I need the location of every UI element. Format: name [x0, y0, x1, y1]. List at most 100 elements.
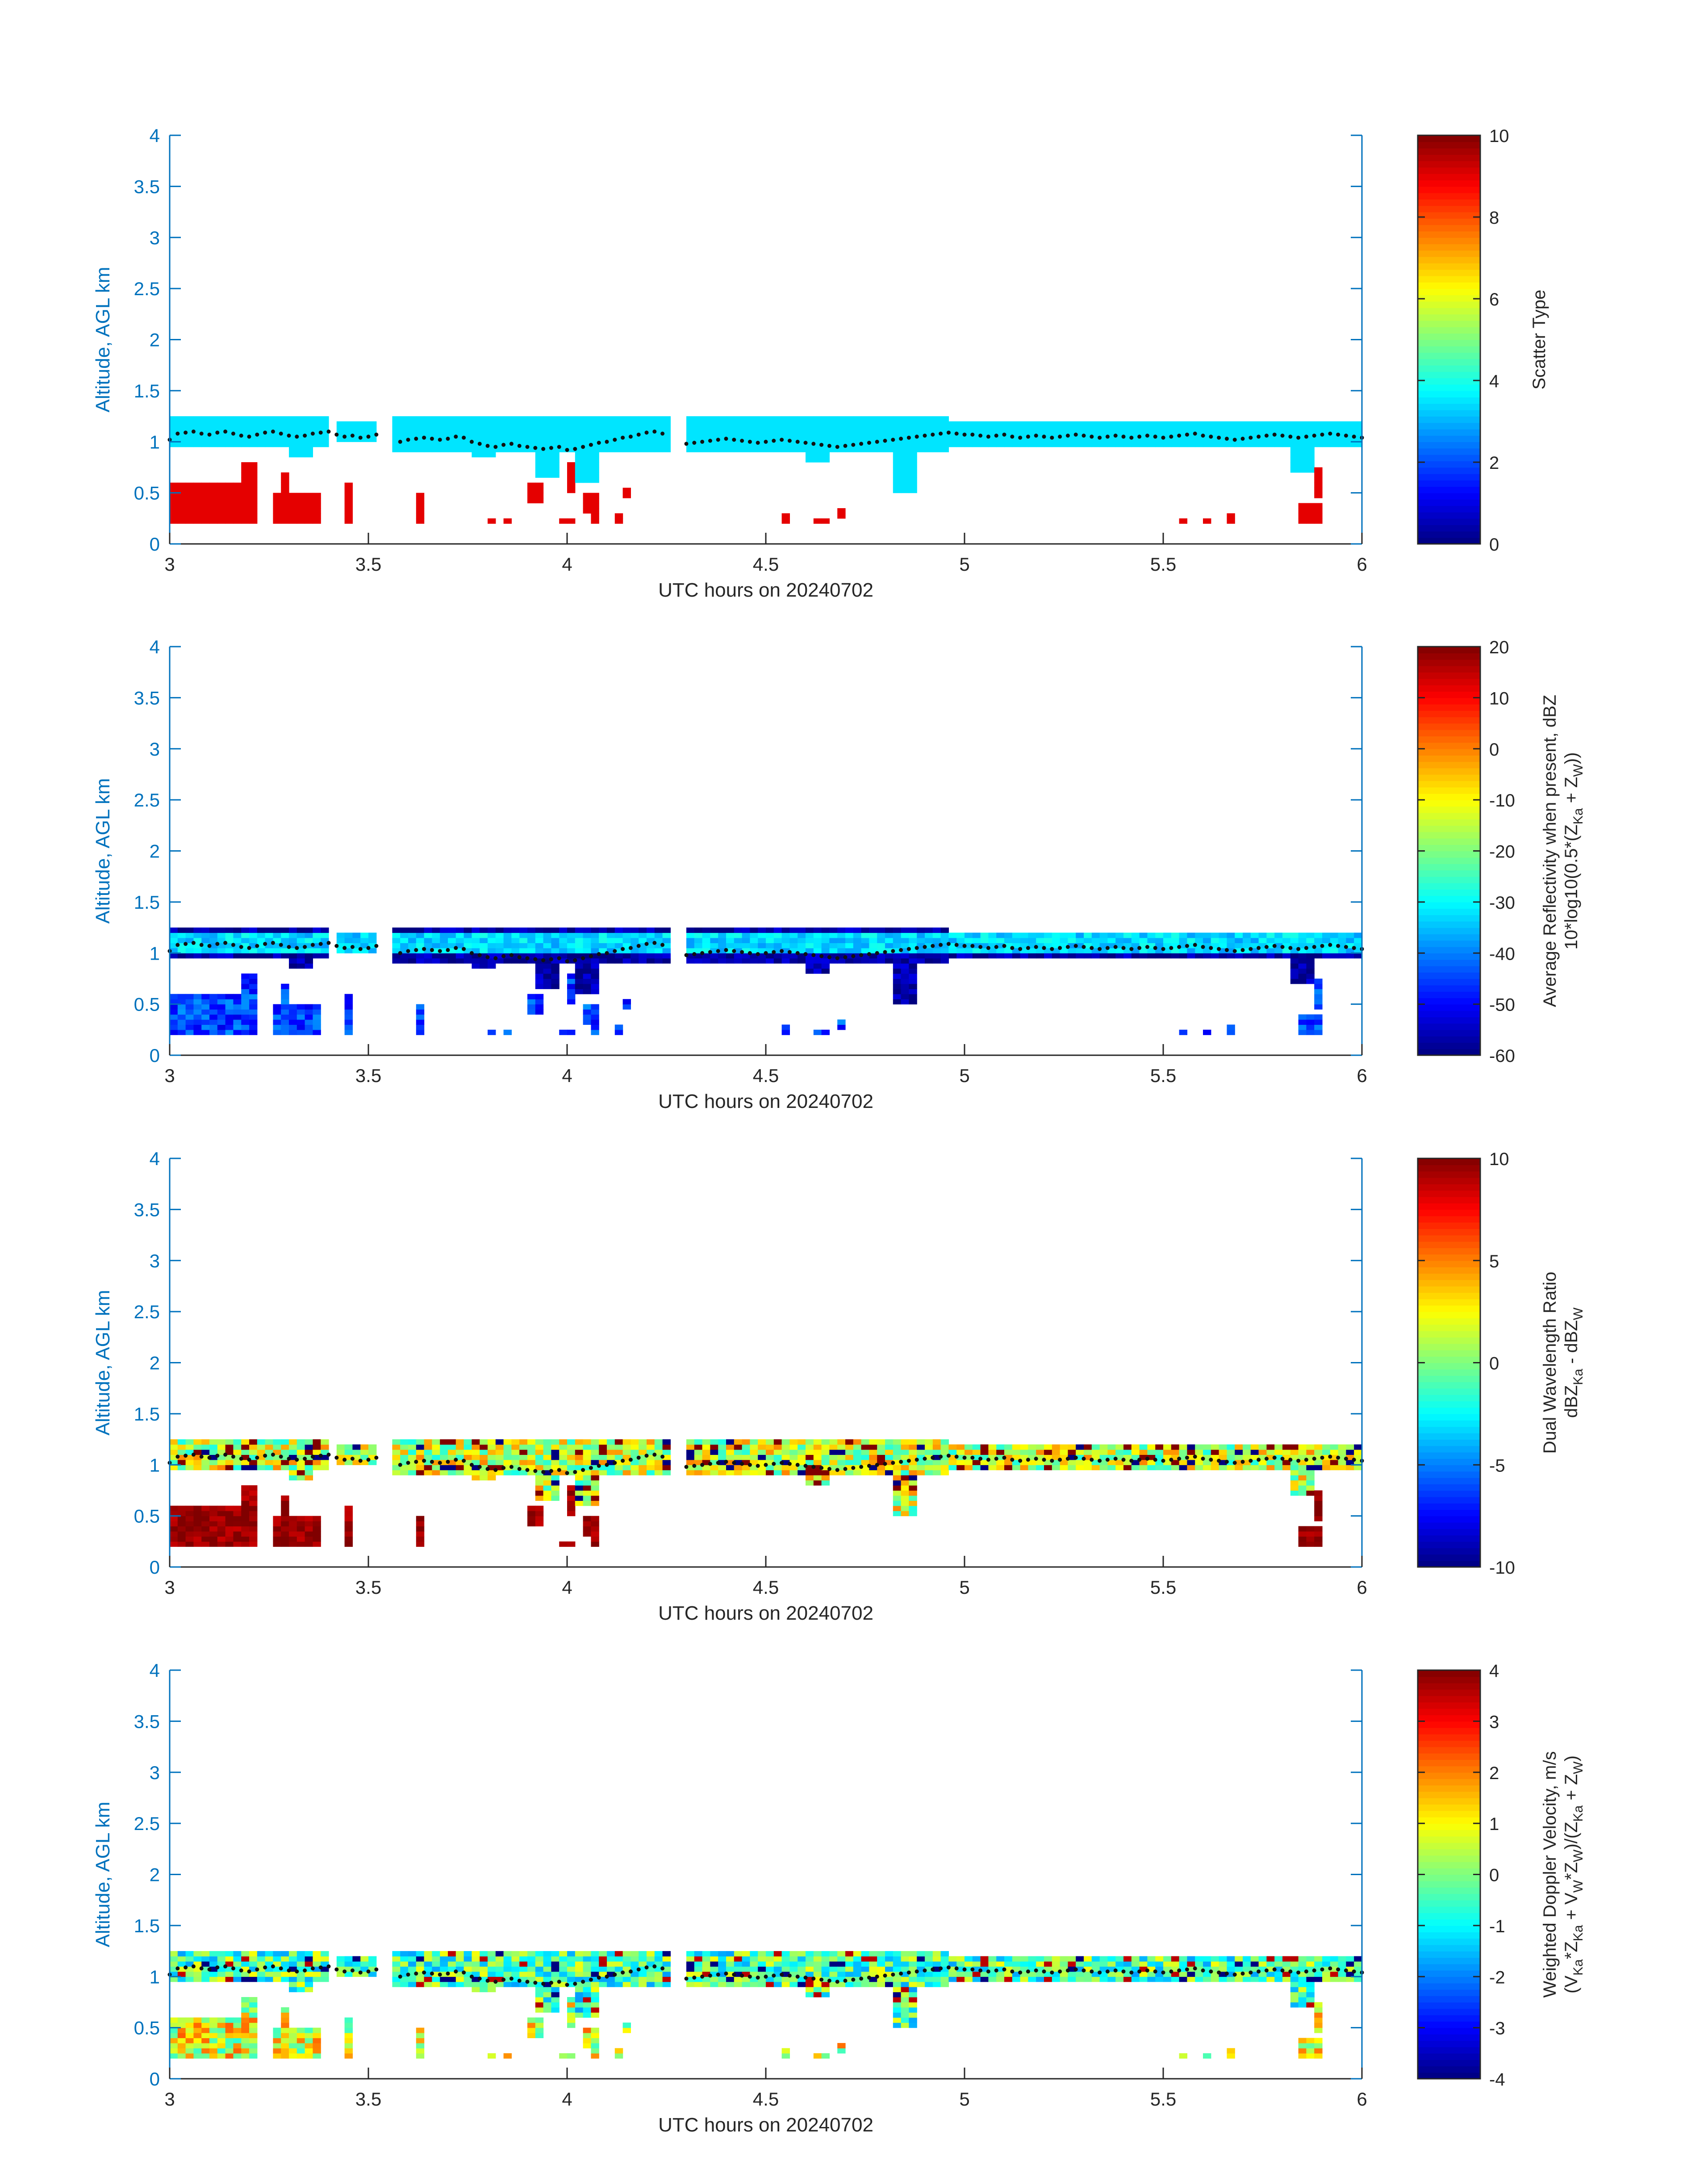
data-cell — [869, 948, 877, 953]
data-cell — [551, 447, 560, 452]
data-cell — [217, 2017, 226, 2023]
cloud-base-marker — [1113, 1457, 1118, 1461]
data-cell — [972, 953, 981, 959]
data-cell — [901, 426, 909, 432]
cloud-base-marker — [1050, 947, 1054, 951]
data-cell — [932, 948, 941, 953]
data-cell — [1179, 937, 1187, 943]
cloud-base-marker — [605, 439, 609, 444]
data-cell — [901, 978, 909, 984]
data-cell — [940, 958, 949, 964]
data-cell — [845, 426, 854, 432]
data-cell — [647, 943, 655, 949]
data-cell — [464, 431, 472, 437]
data-cell — [1314, 1516, 1323, 1521]
data-cell — [917, 1465, 925, 1471]
data-cell — [201, 2027, 210, 2033]
cloud-base-marker — [422, 1458, 426, 1463]
colorbar-band — [1418, 902, 1480, 909]
data-cell — [893, 421, 902, 427]
data-cell — [321, 1976, 329, 1982]
data-cell — [806, 457, 814, 463]
data-cell — [909, 1449, 917, 1455]
data-cell — [1052, 1465, 1061, 1471]
data-cell — [1004, 1444, 1013, 1450]
data-cell — [909, 1470, 917, 1475]
data-cell — [662, 1449, 671, 1455]
data-cell — [464, 416, 472, 422]
data-cell — [296, 1526, 305, 1532]
data-cell — [440, 1981, 448, 1987]
data-cell — [519, 1449, 528, 1455]
data-cell — [360, 932, 369, 938]
data-cell — [948, 1459, 957, 1465]
data-cell — [408, 1951, 417, 1957]
data-cell — [909, 999, 917, 1005]
data-cell — [980, 1444, 989, 1450]
data-cell — [472, 447, 480, 452]
data-cell — [177, 1004, 186, 1010]
data-cell — [567, 1541, 576, 1547]
data-cell — [575, 1981, 584, 1987]
cloud-base-marker — [1272, 1455, 1277, 1460]
data-cell — [662, 943, 671, 949]
data-cell — [1338, 948, 1346, 953]
data-cell — [392, 1981, 401, 1987]
data-cell — [416, 1014, 425, 1020]
data-cell — [1123, 953, 1132, 959]
data-cell — [829, 958, 838, 964]
data-cell — [575, 958, 584, 964]
colorbar-band — [1418, 1522, 1480, 1529]
data-cell — [591, 2038, 599, 2043]
data-cell — [296, 953, 305, 959]
data-cell — [1250, 431, 1259, 437]
cloud-base-marker — [509, 442, 514, 446]
data-cell — [289, 1029, 297, 1035]
data-cell — [956, 937, 965, 943]
data-cell — [217, 1014, 226, 1020]
data-cell — [551, 1966, 560, 1972]
data-cell — [702, 442, 710, 447]
data-cell — [1314, 513, 1323, 519]
data-cell — [932, 1439, 941, 1445]
data-cell — [1346, 436, 1354, 442]
data-cell — [408, 1465, 417, 1471]
data-cell — [217, 1454, 226, 1460]
data-cell — [988, 1449, 997, 1455]
data-cell — [472, 1444, 480, 1450]
data-cell — [392, 1951, 401, 1957]
data-cell — [901, 1495, 909, 1501]
data-cell — [567, 477, 576, 483]
cloud-base-marker — [621, 435, 625, 440]
data-cell — [249, 978, 258, 984]
data-cell — [313, 1521, 321, 1527]
colorbar-label-line: Dual Wavelength Ratio — [1540, 1272, 1560, 1454]
data-cell — [1004, 943, 1013, 949]
data-cell — [909, 436, 917, 442]
data-cell — [773, 447, 782, 452]
data-cell — [527, 493, 536, 498]
data-cell — [1139, 1444, 1148, 1450]
cloud-base-marker — [318, 942, 323, 946]
data-cell — [1330, 1449, 1339, 1455]
data-cell — [217, 493, 226, 498]
data-cell — [996, 948, 1005, 953]
data-cell — [591, 1956, 599, 1962]
data-cell — [1290, 1475, 1299, 1481]
cloud-base-marker — [986, 946, 990, 950]
data-cell — [1171, 1465, 1180, 1471]
data-cell — [940, 932, 949, 938]
data-cell — [893, 994, 902, 999]
colorbar-band — [1418, 774, 1480, 781]
data-cell — [965, 953, 973, 959]
data-cell — [1068, 431, 1076, 437]
cloud-base-marker — [1217, 1458, 1221, 1463]
data-cell — [305, 948, 313, 953]
data-cell — [177, 953, 186, 959]
data-cell — [527, 498, 536, 504]
data-cell — [464, 426, 472, 432]
data-cell — [647, 948, 655, 953]
data-cell — [861, 948, 869, 953]
data-cell — [614, 928, 623, 933]
data-cell — [1012, 1444, 1021, 1450]
